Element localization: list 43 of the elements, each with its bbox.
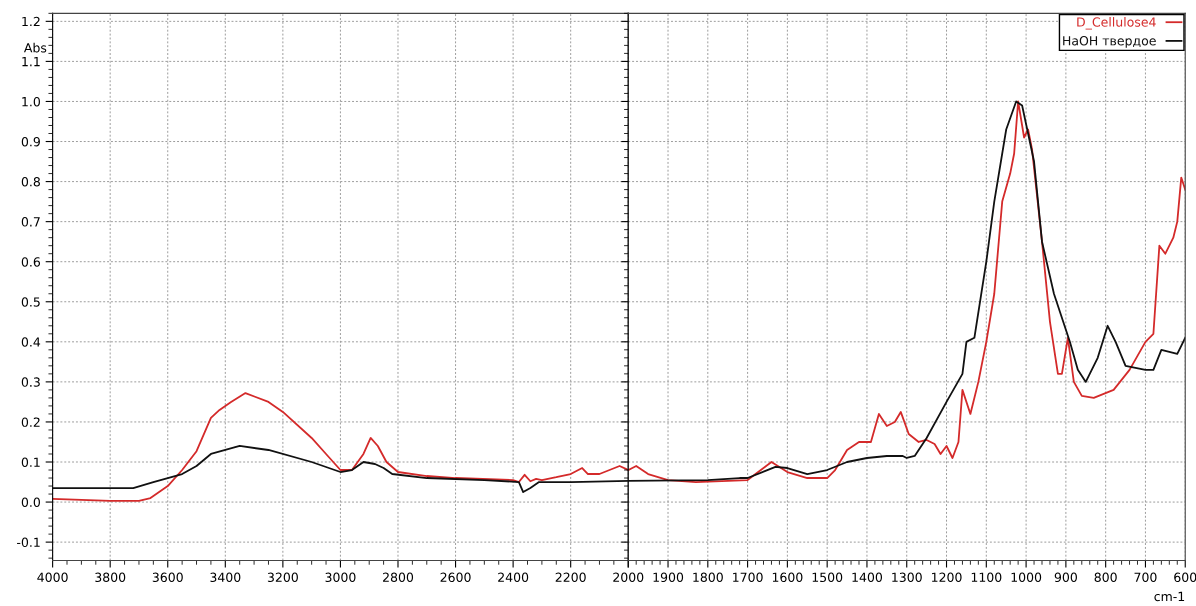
x-tick-label: 1900 xyxy=(653,572,684,583)
x-tick-label: 2200 xyxy=(555,572,586,583)
x-tick-label: 2600 xyxy=(440,572,471,583)
y-tick-label: 1.0 xyxy=(22,96,40,107)
legend-label: НаОН твердое xyxy=(1063,36,1156,48)
x-axis-title: cm-1 xyxy=(1154,591,1185,602)
y-axis-title: Abs xyxy=(23,42,47,53)
x-tick-label: 800 xyxy=(1094,572,1117,583)
x-tick-label: 1000 xyxy=(1011,572,1042,583)
x-tick-label: 2400 xyxy=(498,572,529,583)
y-tick-label: 0.7 xyxy=(21,217,40,227)
x-tick-label: 3400 xyxy=(210,572,241,583)
y-tick-label: 0.2 xyxy=(21,417,40,427)
x-tick-label: 1500 xyxy=(812,572,843,583)
x-tick-label: 3600 xyxy=(152,572,183,583)
legend-label: D_Cellulose4 xyxy=(1077,17,1156,30)
y-tick-label: 1.2 xyxy=(22,16,40,27)
x-tick-label: 1100 xyxy=(971,572,1002,583)
x-tick-label: 900 xyxy=(1054,572,1077,583)
x-tick-label: 1700 xyxy=(733,572,763,583)
y-tick-label: 0.8 xyxy=(21,177,40,187)
x-tick-label: 1800 xyxy=(693,572,723,583)
y-tick-label: 0.1 xyxy=(21,457,40,467)
x-tick-label: 1400 xyxy=(852,572,883,583)
x-tick-label: 3200 xyxy=(267,572,298,583)
y-tick-label: -0.1 xyxy=(17,537,40,548)
x-tick-label: 1300 xyxy=(892,572,922,583)
x-tick-label: 3800 xyxy=(95,572,126,583)
y-tick-label: 0.4 xyxy=(21,337,41,347)
y-tick-label: 1.1 xyxy=(22,57,40,67)
x-tick-label: 2000 xyxy=(613,572,644,583)
x-tick-label: 1600 xyxy=(772,572,803,583)
x-tick-label: 1200 xyxy=(931,572,962,583)
y-tick-label: 0.0 xyxy=(21,497,40,507)
x-tick-label: 700 xyxy=(1134,572,1157,583)
x-tick-label: 2800 xyxy=(383,572,414,583)
y-tick-label: 0.5 xyxy=(21,297,40,307)
y-tick-label: 0.3 xyxy=(21,377,40,387)
y-tick-label: 0.6 xyxy=(21,257,41,267)
y-tick-label: 0.9 xyxy=(21,137,40,147)
x-tick-label: 3000 xyxy=(325,572,356,583)
x-tick-label: 4000 xyxy=(37,572,68,583)
x-tick-label: 600 xyxy=(1174,572,1196,583)
